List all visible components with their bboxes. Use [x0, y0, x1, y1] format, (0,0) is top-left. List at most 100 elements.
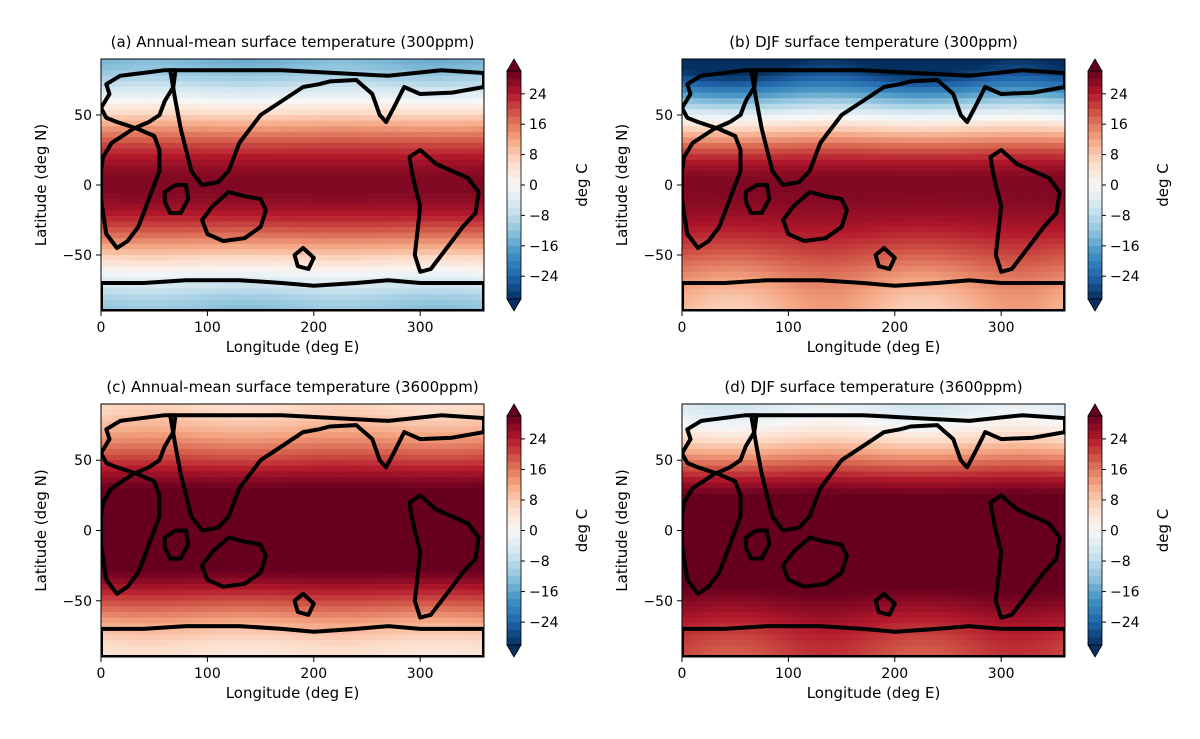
field-cell — [335, 87, 341, 94]
field-cell — [281, 171, 288, 178]
field-cell — [862, 92, 869, 99]
field-cell — [761, 171, 768, 178]
field-cell — [799, 137, 805, 144]
field-cell — [111, 249, 118, 256]
field-cell — [772, 137, 779, 144]
field-cell — [852, 70, 859, 77]
field-cell — [478, 103, 484, 110]
field-cell — [974, 75, 981, 82]
field-cell — [111, 165, 118, 172]
field-cell — [271, 288, 278, 295]
field-cell — [244, 171, 251, 178]
field-cell — [319, 143, 326, 150]
field-cell — [1006, 148, 1013, 155]
field-cell — [180, 221, 187, 228]
field-cell — [841, 131, 848, 138]
field-cell — [319, 92, 326, 99]
field-cell — [164, 243, 171, 250]
field-cell — [218, 182, 224, 189]
field-cell — [143, 109, 150, 116]
field-cell — [767, 115, 774, 122]
field-cell — [106, 266, 113, 273]
field-cell — [889, 182, 896, 189]
field-cell — [446, 249, 453, 256]
field-cell — [783, 131, 789, 138]
field-cell — [868, 126, 875, 133]
field-cell — [926, 131, 933, 138]
field-cell — [233, 75, 240, 82]
field-cell — [799, 115, 805, 122]
field-cell — [969, 81, 976, 88]
field-cell — [196, 238, 203, 245]
field-cell — [398, 75, 405, 82]
field-cell — [947, 59, 954, 66]
field-cell — [1033, 103, 1039, 110]
field-cell — [724, 75, 731, 82]
field-cell — [340, 283, 347, 290]
field-cell — [116, 109, 123, 116]
field-cell — [937, 143, 944, 150]
field-cell — [111, 227, 118, 234]
field-cell — [1006, 87, 1013, 94]
field-cell — [1054, 109, 1061, 116]
field-cell — [244, 148, 251, 155]
field-cell — [180, 266, 187, 273]
field-cell — [729, 120, 736, 127]
field-cell — [905, 87, 912, 94]
field-cell — [340, 126, 347, 133]
field-cell — [446, 305, 453, 311]
field-cell — [414, 115, 421, 122]
field-cell — [436, 260, 443, 267]
field-cell — [138, 137, 145, 144]
field-cell — [857, 92, 864, 99]
field-cell — [441, 64, 448, 71]
field-cell — [377, 131, 384, 138]
field-cell — [276, 232, 283, 239]
field-cell — [777, 171, 784, 178]
field-cell — [116, 210, 123, 217]
field-cell — [793, 154, 800, 161]
field-cell — [793, 182, 800, 189]
field-cell — [703, 182, 710, 189]
field-cell — [900, 103, 907, 110]
field-cell — [356, 75, 363, 82]
field-cell — [1033, 64, 1039, 71]
field-cell — [207, 120, 214, 127]
field-cell — [287, 64, 294, 71]
field-cell — [1059, 64, 1065, 71]
field-cell — [143, 92, 150, 99]
field-cell — [462, 294, 469, 301]
field-cell — [420, 120, 427, 127]
field-cell — [175, 159, 182, 166]
field-cell — [1027, 171, 1034, 178]
field-cell — [772, 109, 779, 116]
field-cell — [388, 305, 395, 311]
field-cell — [414, 277, 421, 284]
field-cell — [804, 98, 811, 105]
field-cell — [713, 64, 720, 71]
field-cell — [116, 277, 123, 284]
field-cell — [180, 199, 187, 206]
field-cell — [255, 182, 262, 189]
field-cell — [239, 283, 246, 290]
field-cell — [830, 75, 837, 82]
field-cell — [963, 126, 970, 133]
field-cell — [207, 215, 214, 222]
field-cell — [101, 305, 107, 311]
field-cell — [276, 260, 283, 267]
field-cell — [1011, 92, 1018, 99]
field-cell — [878, 92, 885, 99]
field-cell — [303, 126, 310, 133]
field-cell — [825, 115, 832, 122]
field-cell — [841, 126, 848, 133]
field-cell — [1001, 59, 1008, 66]
field-cell — [478, 266, 484, 273]
field-cell — [462, 271, 469, 278]
field-cell — [452, 271, 458, 278]
field-cell — [186, 249, 193, 256]
field-cell — [313, 227, 320, 234]
field-cell — [473, 143, 480, 150]
field-cell — [287, 238, 294, 245]
field-cell — [462, 204, 469, 211]
